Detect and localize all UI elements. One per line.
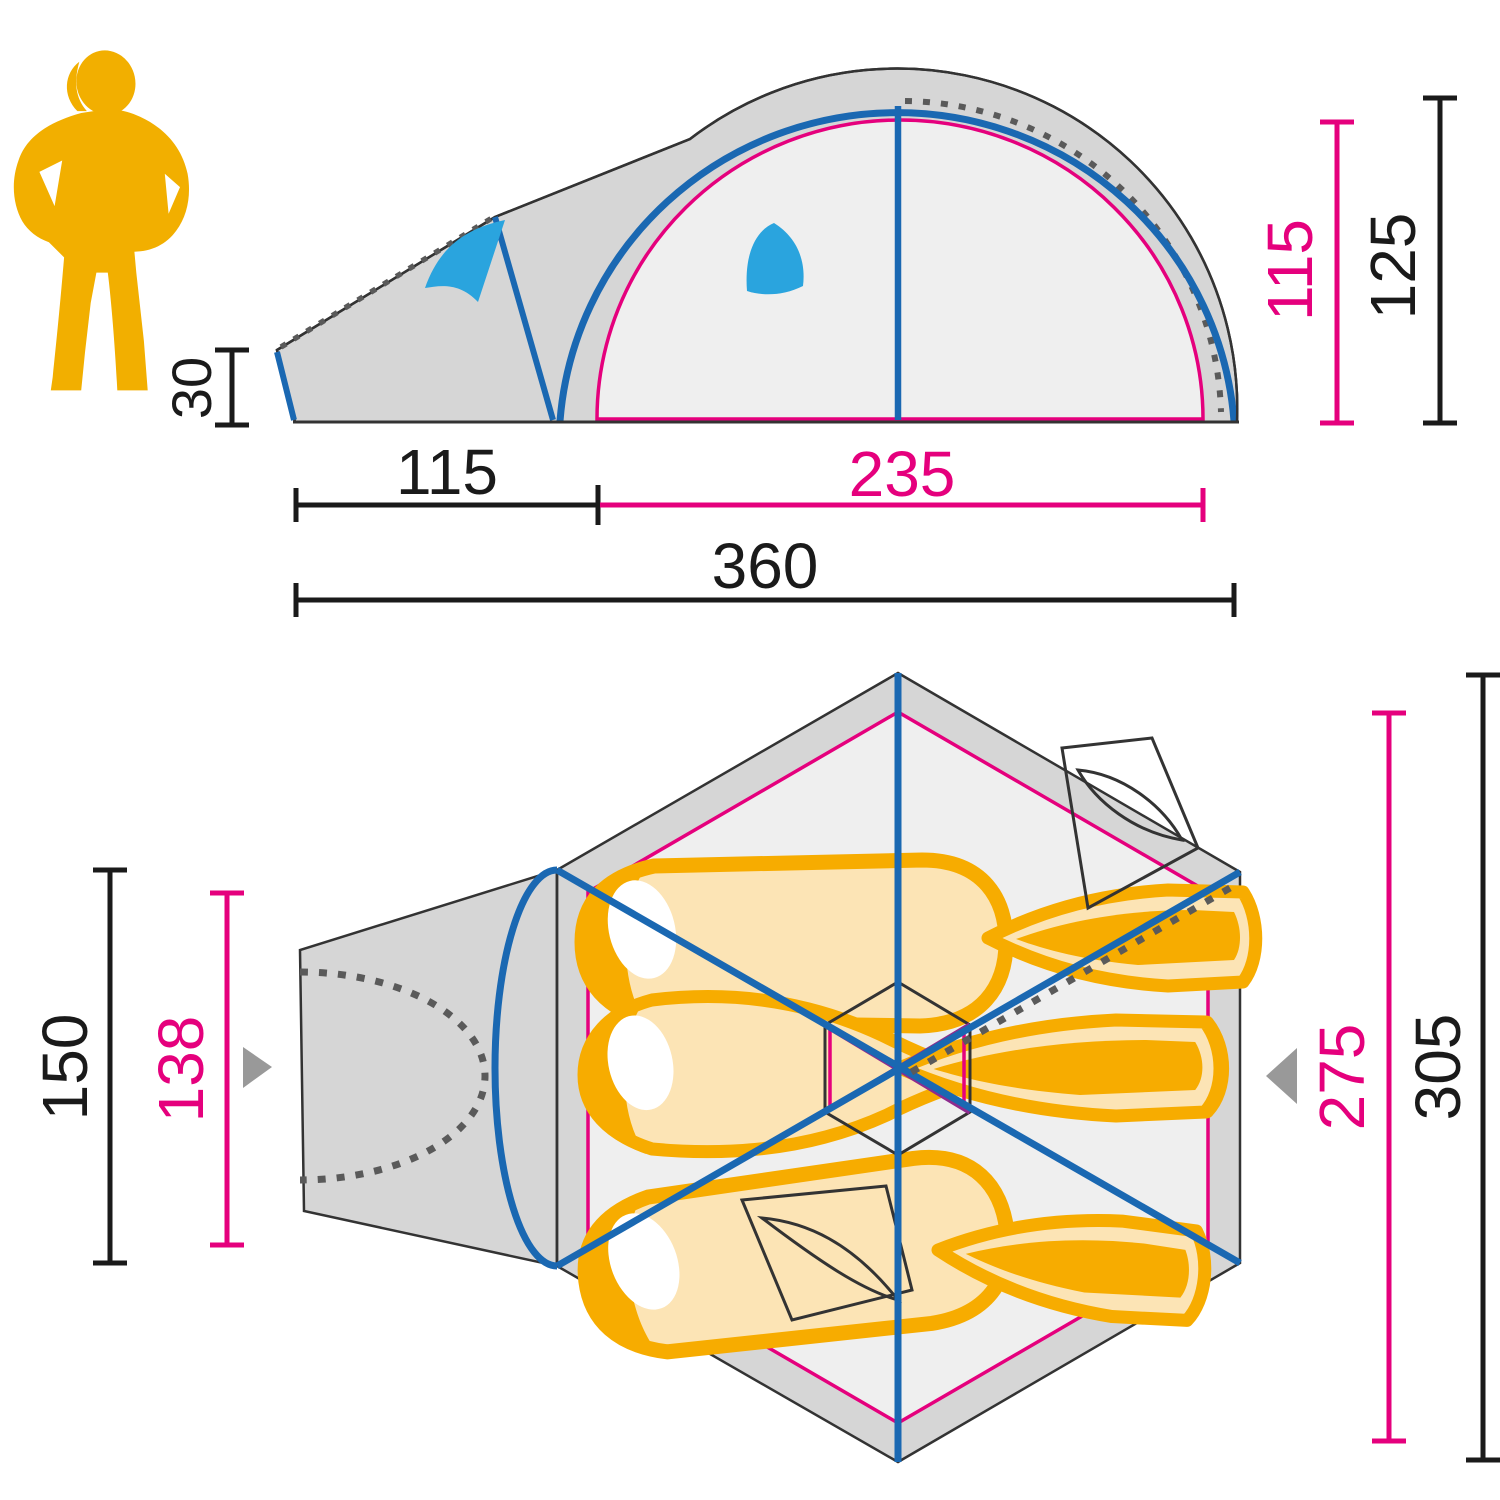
floor-plan-dimensions: 150 138 275 305	[29, 672, 1500, 1463]
porch-footprint	[298, 868, 559, 1268]
dim-floor-outer-length-label: 305	[1402, 1014, 1474, 1121]
fly-outline-stroke	[275, 67, 1239, 423]
fly-zipper-dashes	[904, 98, 1224, 413]
entrance-arrow-right	[1266, 1048, 1297, 1104]
dim-porch-outer-width-label: 150	[29, 1014, 101, 1121]
dim-floor-outer-length	[1466, 672, 1500, 1463]
porch-door-dashes	[299, 968, 489, 1184]
dim-inner-length	[600, 488, 1206, 522]
dim-inner-height-label: 115	[1254, 219, 1326, 321]
door-arch-pole	[491, 866, 558, 1270]
entrance-arrow-left	[243, 1047, 272, 1088]
pocket-top-right	[1060, 736, 1200, 911]
dim-floor-inner-length	[1372, 710, 1406, 1444]
cross-pole-2	[555, 868, 1242, 1270]
dim-porch-length-label: 115	[396, 436, 498, 508]
storage-pockets	[739, 736, 1200, 1322]
dim-outer-height-label: 125	[1357, 213, 1429, 320]
door-zipper-dashes	[906, 884, 1232, 1078]
dim-inner-length-label: 235	[849, 438, 956, 510]
floor-plan	[243, 671, 1297, 1464]
dim-total-length	[293, 583, 1237, 617]
dim-porch-inner-width-label: 138	[145, 1016, 217, 1123]
side-view-dimensions: 30 115 235 360 115 125	[160, 95, 1457, 617]
dim-outer-height	[1423, 95, 1457, 426]
porch-front-pole	[492, 216, 556, 421]
dim-porch-height	[215, 347, 249, 428]
dim-porch-length	[293, 485, 601, 525]
dim-total-length-label: 360	[712, 530, 819, 602]
side-view	[274, 67, 1239, 424]
dim-porch-outer-width	[93, 867, 127, 1266]
dim-floor-inner-length-label: 275	[1306, 1024, 1378, 1131]
floor-poles	[491, 673, 1242, 1462]
dim-porch-inner-width	[210, 890, 244, 1248]
porch-vent	[425, 220, 505, 302]
person-scale-icon	[13, 50, 190, 391]
dome-vent-fin	[746, 223, 804, 295]
dim-porch-height-label: 30	[160, 357, 223, 419]
porch-dashes	[279, 215, 494, 350]
porch-edge-pole	[274, 351, 297, 421]
dim-inner-height	[1320, 119, 1354, 426]
